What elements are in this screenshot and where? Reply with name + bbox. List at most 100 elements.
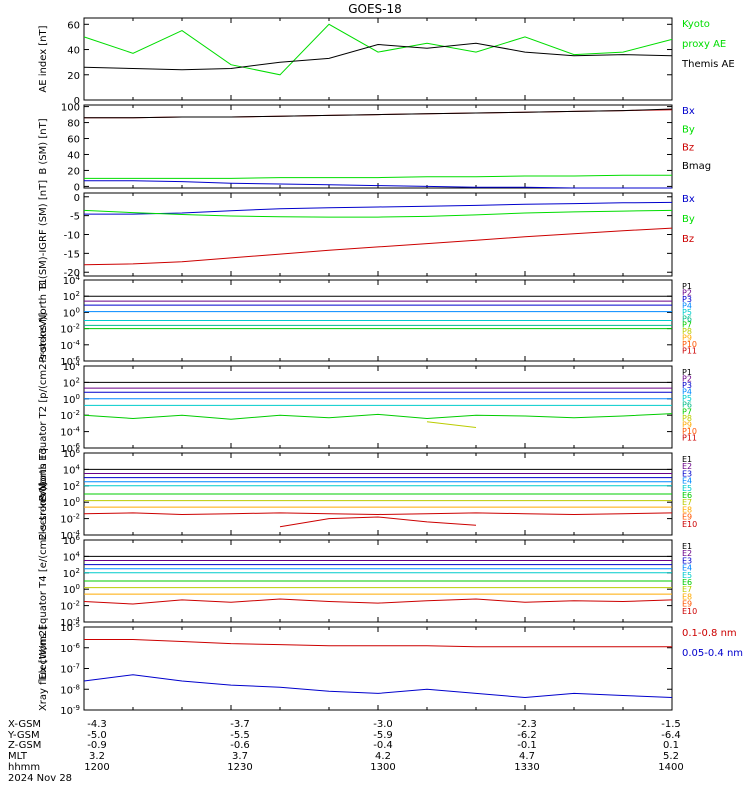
- y-axis-label: Xray flux [W/m2]: [38, 626, 49, 711]
- legend-entry: E4: [682, 477, 692, 486]
- y-tick-label: -20: [64, 268, 80, 279]
- legend-entry: Themis AE: [681, 59, 735, 70]
- legend-entry: P6: [682, 401, 692, 410]
- x-axis-value: 5.2: [663, 751, 679, 762]
- y-tick-label: 104: [63, 550, 81, 563]
- series-line-p8: [427, 420, 672, 427]
- panel-frame: [83, 192, 673, 277]
- y-tick-label: 60: [67, 135, 80, 146]
- y-tick-label: 10-4: [60, 426, 80, 439]
- x-axis-row-label: hhmm: [8, 762, 40, 773]
- x-axis-value: 4.2: [375, 751, 391, 762]
- series-line-e10: [279, 516, 477, 528]
- x-axis-value: -2.3: [517, 719, 537, 730]
- y-tick-label: 0: [74, 193, 80, 204]
- legend-entry: P3: [682, 295, 692, 304]
- legend-entry: E5: [682, 484, 692, 493]
- legend-entry: E9: [682, 600, 692, 609]
- y-tick-label: 100: [63, 306, 80, 319]
- legend-entry: E8: [682, 505, 692, 514]
- legend-entry: P5: [682, 394, 692, 403]
- series-line-bx: [84, 180, 672, 189]
- series-line-themis-ae: [83, 42, 673, 71]
- x-axis-row-label: X-GSM: [8, 719, 41, 730]
- legend-entry: P2: [682, 375, 692, 384]
- series-line-bz: [83, 227, 673, 266]
- y-axis-label: B (SM) [nT]: [38, 118, 49, 174]
- legend-entry: By: [682, 124, 695, 135]
- legend-entry: P7: [682, 321, 692, 330]
- legend-entry: P7: [682, 407, 692, 416]
- x-axis-value: -6.2: [517, 730, 537, 741]
- legend-entry: E6: [682, 578, 692, 587]
- y-tick-label: 10-9: [60, 704, 80, 717]
- series-line-0-1-0-8-nm: [84, 639, 672, 648]
- y-tick-label: 100: [63, 393, 80, 406]
- series-line-0-05-0-4-nm: [83, 674, 673, 699]
- x-axis-value: 3.2: [89, 751, 105, 762]
- series-line-by: [83, 209, 673, 218]
- x-axis-value: -5.0: [87, 730, 107, 741]
- series-line-e9: [83, 512, 673, 516]
- y-tick-label: 106: [63, 447, 81, 460]
- y-axis-label: AE index [nT]: [38, 25, 49, 92]
- x-axis-value: 1200: [84, 762, 109, 773]
- legend-entry: 0.05-0.4 nm: [682, 648, 743, 659]
- panel-2: 0 20 40 60 80 100 B (SM) [nT] Bx By Bz Bmag: [38, 103, 711, 194]
- legend-entry: P1: [682, 282, 692, 291]
- x-axis-row-label: MLT: [8, 751, 28, 762]
- y-axis-label: Electrons Equator T4 [e/(cm2-s-sr-keV)]: [38, 482, 49, 679]
- y-tick-label: 10-8: [60, 683, 80, 696]
- x-axis-value: 0.1: [663, 740, 679, 751]
- series-line-bmag: [84, 108, 673, 119]
- series-line-e9: [83, 598, 673, 605]
- x-axis-value: 1330: [514, 762, 539, 773]
- x-axis-value: 1230: [227, 762, 252, 773]
- x-axis-row-label: Y-GSM: [7, 730, 40, 741]
- y-tick-label: 104: [63, 360, 81, 373]
- y-axis-label: Protons Equator T2 [p/(cm2-s-sr-keV)]: [38, 312, 49, 501]
- legend-entry: E10: [682, 520, 697, 529]
- x-axis-value: 1400: [658, 762, 683, 773]
- series-line-by: [84, 174, 672, 179]
- legend-entry: E2: [682, 462, 692, 471]
- y-tick-label: 10-7: [60, 663, 80, 676]
- legend-entry: 0.1-0.8 nm: [682, 628, 737, 639]
- panel-frame: [83, 626, 673, 711]
- y-tick-label: 10-5: [60, 621, 80, 634]
- panel-1: 0 20 40 60 AE index [nT] Kyoto proxy AE Themis …: [38, 17, 735, 107]
- y-tick-label: 102: [63, 480, 80, 493]
- legend-entry: P11: [682, 347, 697, 356]
- x-axis-value: -1.5: [661, 719, 681, 730]
- y-tick-label: 10-6: [60, 642, 80, 655]
- x-axis-value: -0.1: [517, 740, 537, 751]
- legend-entry: P9: [682, 334, 692, 343]
- y-axis-label: Protons North T1: [38, 278, 49, 362]
- legend-entry: E4: [682, 564, 692, 573]
- y-tick-label: 10-2: [60, 323, 80, 336]
- legend-entry: Bz: [682, 234, 694, 245]
- x-axis-row-label: Z-GSM: [8, 740, 41, 751]
- panel-frame: [83, 17, 673, 101]
- y-tick-label: 40: [67, 150, 80, 161]
- y-tick-label: 20: [67, 71, 80, 82]
- x-axis-value: -4.3: [87, 719, 107, 730]
- legend-entry: P3: [682, 381, 692, 390]
- legend-entry: E3: [682, 556, 692, 565]
- y-tick-label: 20: [67, 166, 80, 177]
- legend-entry: P10: [682, 427, 697, 436]
- y-axis-label: B (SM)-IGRF (SM) [nT]: [38, 180, 49, 289]
- legend-entry: P8: [682, 414, 692, 423]
- y-tick-label: 0: [74, 96, 80, 107]
- x-axis-value: 4.7: [519, 751, 535, 762]
- legend-entry: Bx: [682, 106, 695, 117]
- legend-entry: By: [682, 214, 695, 225]
- y-tick-label: 102: [63, 376, 80, 389]
- y-tick-label: 102: [63, 567, 80, 580]
- y-tick-label: 10-2: [60, 513, 80, 526]
- legend-entry: P4: [682, 388, 692, 397]
- y-tick-label: 80: [67, 119, 80, 130]
